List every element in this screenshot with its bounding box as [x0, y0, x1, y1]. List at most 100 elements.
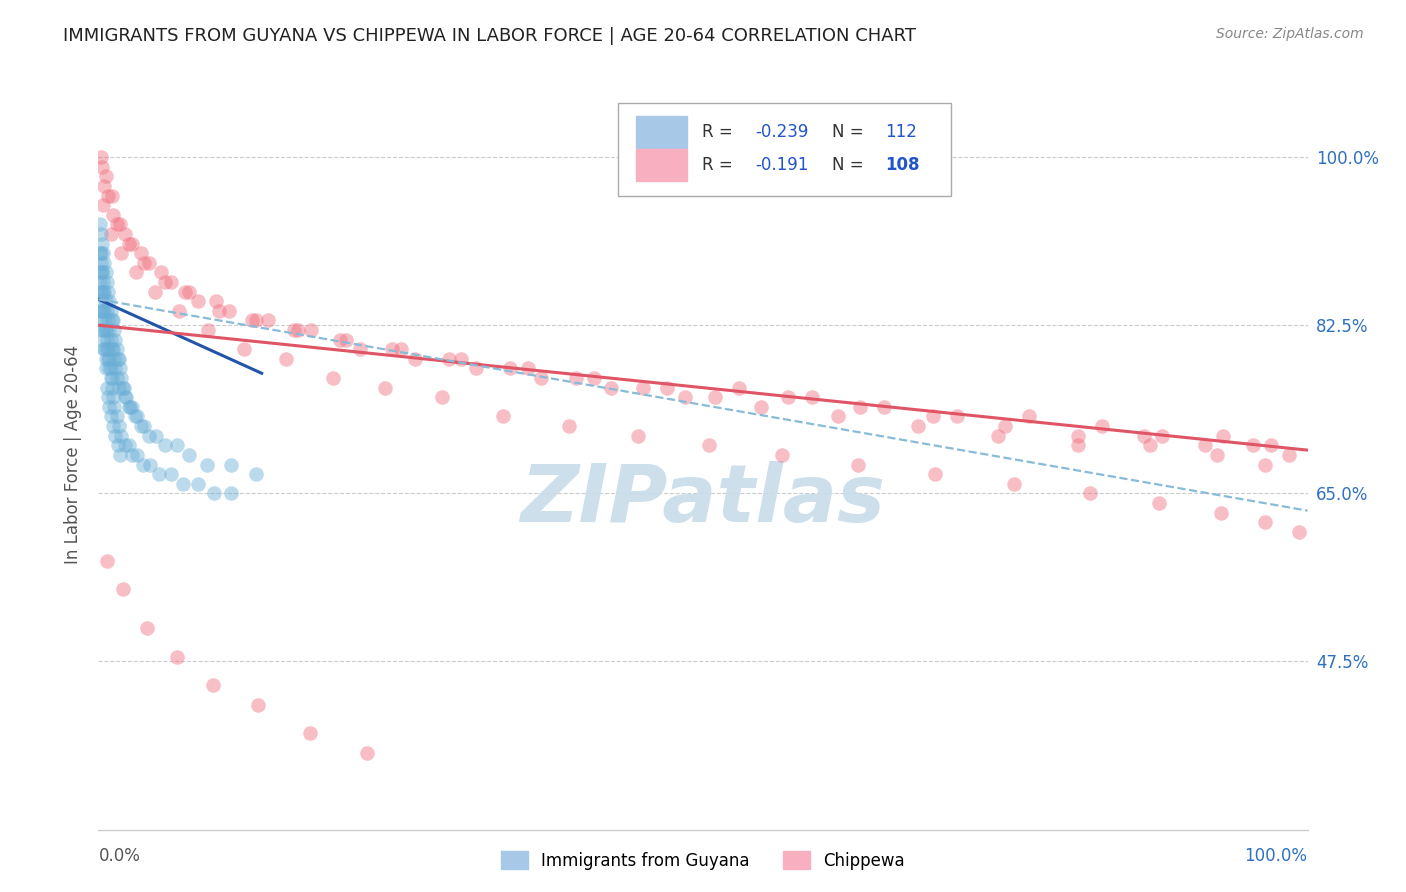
Point: [91, 246, 114, 260]
Point: [91, 294, 114, 309]
Point: [208, 303, 231, 318]
Point: [91, 265, 114, 279]
Point: [103, 400, 125, 414]
Point: [110, 428, 132, 442]
Point: [450, 351, 472, 366]
Point: [98, 351, 121, 366]
Point: [96, 343, 118, 357]
Point: [114, 227, 136, 241]
Point: [96, 381, 118, 395]
Point: [921, 409, 943, 424]
Point: [91, 303, 114, 318]
Point: [91, 285, 114, 299]
Point: [103, 351, 125, 366]
Point: [97, 351, 120, 366]
Point: [121, 236, 143, 251]
Point: [389, 343, 412, 357]
Point: [127, 409, 149, 424]
Point: [530, 371, 553, 385]
Point: [100, 409, 122, 424]
Point: [776, 390, 799, 404]
Point: [124, 409, 146, 424]
Point: [89, 218, 111, 232]
Point: [104, 428, 127, 442]
Point: [437, 351, 460, 366]
Point: [98, 400, 121, 414]
Text: -0.239: -0.239: [755, 123, 808, 141]
Point: [89, 275, 111, 289]
Point: [89, 265, 111, 279]
Point: [770, 448, 793, 462]
Point: [827, 409, 849, 424]
Point: [138, 428, 160, 442]
Point: [697, 438, 720, 452]
Point: [404, 351, 426, 366]
Point: [498, 361, 520, 376]
Point: [110, 246, 132, 260]
Point: [91, 198, 114, 212]
Point: [256, 313, 278, 327]
Point: [121, 448, 143, 462]
Point: [1067, 438, 1090, 452]
FancyBboxPatch shape: [619, 103, 950, 196]
Point: [187, 294, 209, 309]
FancyBboxPatch shape: [637, 149, 688, 181]
Point: [349, 343, 371, 357]
Point: [232, 343, 254, 357]
Point: [907, 419, 929, 434]
Point: [104, 333, 127, 347]
Text: 0.0%: 0.0%: [98, 847, 141, 865]
Text: 100.0%: 100.0%: [1244, 847, 1308, 865]
Point: [94, 265, 117, 279]
Point: [93, 256, 115, 270]
Point: [204, 294, 226, 309]
Point: [150, 265, 173, 279]
Point: [94, 361, 117, 376]
Point: [335, 333, 357, 347]
Point: [1078, 486, 1101, 500]
Point: [100, 371, 122, 385]
Point: [221, 486, 243, 500]
Point: [1152, 428, 1174, 442]
Point: [118, 400, 141, 414]
Point: [655, 381, 678, 395]
Point: [169, 303, 191, 318]
Point: [90, 150, 112, 164]
Point: [90, 285, 112, 299]
Point: [115, 390, 138, 404]
Point: [90, 246, 112, 260]
Point: [245, 313, 267, 327]
Point: [1288, 524, 1310, 539]
Point: [121, 400, 143, 414]
Text: 108: 108: [886, 156, 920, 174]
Point: [97, 343, 120, 357]
Point: [108, 381, 131, 395]
Point: [148, 467, 170, 482]
Point: [627, 428, 650, 442]
Point: [134, 419, 156, 434]
Point: [97, 285, 120, 299]
Point: [91, 265, 114, 279]
Point: [96, 275, 118, 289]
Point: [105, 371, 128, 385]
Point: [381, 343, 404, 357]
Point: [100, 343, 122, 357]
Point: [1018, 409, 1040, 424]
Point: [90, 285, 112, 299]
Point: [100, 227, 122, 241]
Point: [94, 294, 117, 309]
Point: [924, 467, 946, 482]
Point: [96, 553, 118, 567]
Point: [245, 467, 267, 482]
Point: [1254, 515, 1277, 529]
Y-axis label: In Labor Force | Age 20-64: In Labor Force | Age 20-64: [63, 345, 82, 565]
Text: R =: R =: [702, 156, 738, 174]
Point: [91, 303, 114, 318]
Point: [179, 285, 201, 299]
Point: [93, 343, 115, 357]
Point: [100, 371, 122, 385]
Text: Source: ZipAtlas.com: Source: ZipAtlas.com: [1216, 27, 1364, 41]
Point: [299, 726, 322, 740]
Point: [1133, 428, 1156, 442]
Point: [1212, 428, 1234, 442]
